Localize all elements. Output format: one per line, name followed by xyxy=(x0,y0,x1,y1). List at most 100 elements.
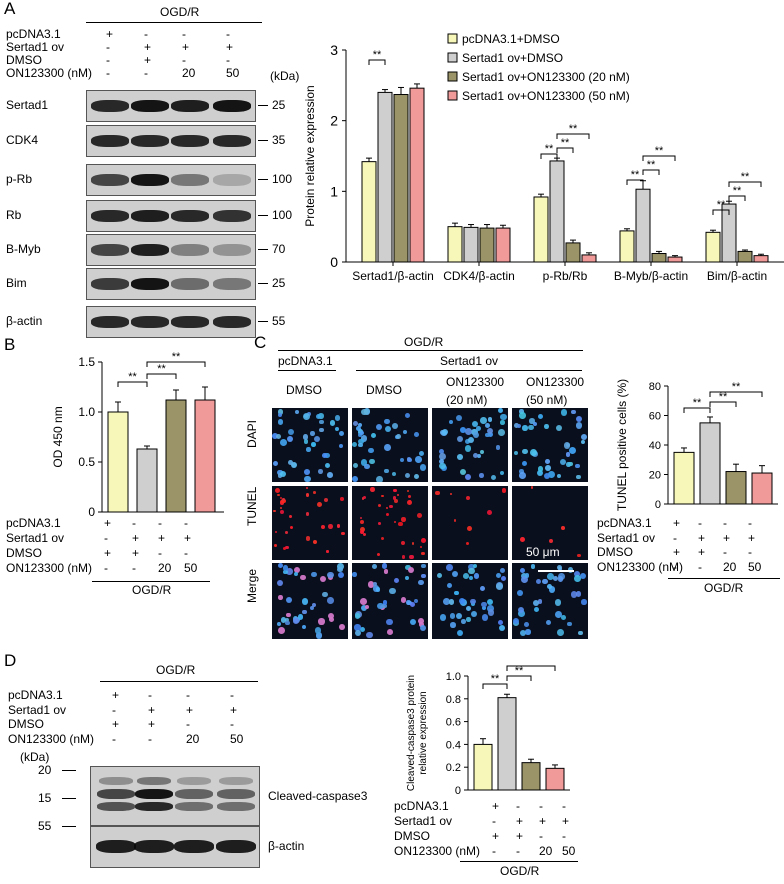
cell-nucleus xyxy=(480,417,487,424)
cell-nucleus xyxy=(524,622,530,628)
cell-nucleus xyxy=(313,490,317,494)
cell-nucleus xyxy=(282,546,287,550)
treatment-row-value: - xyxy=(106,40,110,54)
cell-nucleus xyxy=(303,469,310,475)
cell-nucleus xyxy=(435,490,441,496)
cell-nucleus xyxy=(339,444,344,449)
treatment-row-value: - xyxy=(132,516,136,530)
blot-band xyxy=(131,135,169,147)
cell-nucleus xyxy=(406,456,412,462)
blot-band xyxy=(213,316,251,328)
column-label: ON123300 xyxy=(526,375,585,389)
cell-nucleus xyxy=(283,569,288,575)
cell-nucleus xyxy=(340,531,345,536)
significance-mark: ** xyxy=(569,123,578,135)
panel-c-group-left: pcDNA3.1 xyxy=(278,354,333,368)
blot-strip xyxy=(86,164,256,196)
blot-band xyxy=(131,278,169,290)
cell-nucleus xyxy=(512,617,520,625)
blot-band xyxy=(131,244,169,256)
cell-nucleus xyxy=(327,472,333,478)
bar xyxy=(165,399,187,513)
cell-nucleus xyxy=(286,568,293,575)
y-axis-label: TUNEL positive cells (%) xyxy=(615,379,629,511)
cell-nucleus xyxy=(516,423,522,428)
cell-nucleus xyxy=(464,445,471,452)
blot-band xyxy=(131,316,169,328)
cell-nucleus xyxy=(402,430,407,435)
panel-d-chart-condition-line xyxy=(460,861,578,862)
treatment-row-value: 20 xyxy=(186,731,200,746)
cell-nucleus xyxy=(303,438,309,444)
cell-nucleus xyxy=(487,609,495,617)
treatment-row-value: + xyxy=(226,40,234,54)
y-tick-label: 2 xyxy=(330,113,338,129)
micrograph xyxy=(352,563,428,639)
cell-nucleus xyxy=(389,587,396,595)
cell-nucleus xyxy=(554,599,561,606)
cell-nucleus xyxy=(314,627,322,635)
significance-bracket xyxy=(728,195,746,201)
cell-nucleus xyxy=(360,604,368,612)
kda-tick xyxy=(258,140,268,141)
significance-bracket xyxy=(709,401,737,407)
blot-label: β-actin xyxy=(268,839,305,853)
cell-nucleus xyxy=(359,598,367,606)
blot-band xyxy=(171,316,209,328)
treatment-row-value: + xyxy=(112,717,120,731)
kda-tick xyxy=(62,826,76,827)
cell-nucleus xyxy=(324,498,329,503)
panel-d-condition-line xyxy=(100,681,258,682)
bar xyxy=(667,256,683,263)
cell-nucleus xyxy=(443,597,450,605)
panel-d-letter: D xyxy=(4,651,17,670)
cell-nucleus xyxy=(487,431,493,438)
treatment-row-value: 20 xyxy=(723,559,737,574)
cell-nucleus xyxy=(490,474,497,480)
cell-nucleus xyxy=(532,599,540,607)
treatment-row-value: + xyxy=(539,814,547,828)
treatment-row-label: Sertad1 ov xyxy=(8,702,67,717)
blot-label: Cleaved-caspase3 xyxy=(268,789,368,803)
treatment-row-label: ON123300 (nM) xyxy=(8,731,95,746)
cell-nucleus xyxy=(520,536,526,542)
blot-label: β-actin xyxy=(6,314,43,328)
blot-band xyxy=(97,802,135,811)
significance-bracket xyxy=(506,675,532,681)
cell-nucleus xyxy=(548,586,556,594)
cell-nucleus xyxy=(277,472,283,478)
treatment-row-value: - xyxy=(148,688,152,702)
panel-d-bar-chart: 00.20.40.60.81.0******Cleaved-caspase3 p… xyxy=(406,662,570,797)
treatment-row-value: 50 xyxy=(226,66,240,80)
treatment-row-label: DMSO xyxy=(8,717,44,731)
blot-band xyxy=(174,840,214,853)
cell-nucleus xyxy=(279,497,282,500)
treatment-row-value: - xyxy=(184,546,188,560)
cell-nucleus xyxy=(285,545,289,550)
blot-strip xyxy=(86,90,256,122)
cell-nucleus xyxy=(472,431,480,439)
cell-nucleus xyxy=(311,442,316,447)
cell-nucleus xyxy=(384,444,391,451)
cell-nucleus xyxy=(544,472,551,479)
blot-band xyxy=(175,789,213,799)
cell-nucleus xyxy=(372,564,378,570)
cell-nucleus xyxy=(317,501,323,507)
cell-nucleus xyxy=(575,464,580,469)
cell-nucleus xyxy=(529,418,535,424)
kda-tick xyxy=(258,321,268,322)
column-sublabel: (50 nM) xyxy=(526,393,568,407)
cell-nucleus xyxy=(272,460,278,467)
y-axis-label: OD 450 nm xyxy=(51,406,65,467)
cell-nucleus xyxy=(328,617,334,623)
significance-bracket xyxy=(117,381,148,387)
cell-nucleus xyxy=(274,530,277,534)
cell-nucleus xyxy=(500,420,505,425)
blot-strip xyxy=(90,826,260,868)
cell-nucleus xyxy=(498,619,504,625)
cell-nucleus xyxy=(360,526,366,532)
blot-band xyxy=(96,840,136,853)
cell-nucleus xyxy=(277,626,285,634)
cell-nucleus xyxy=(387,629,393,636)
blot-strip xyxy=(90,766,260,826)
